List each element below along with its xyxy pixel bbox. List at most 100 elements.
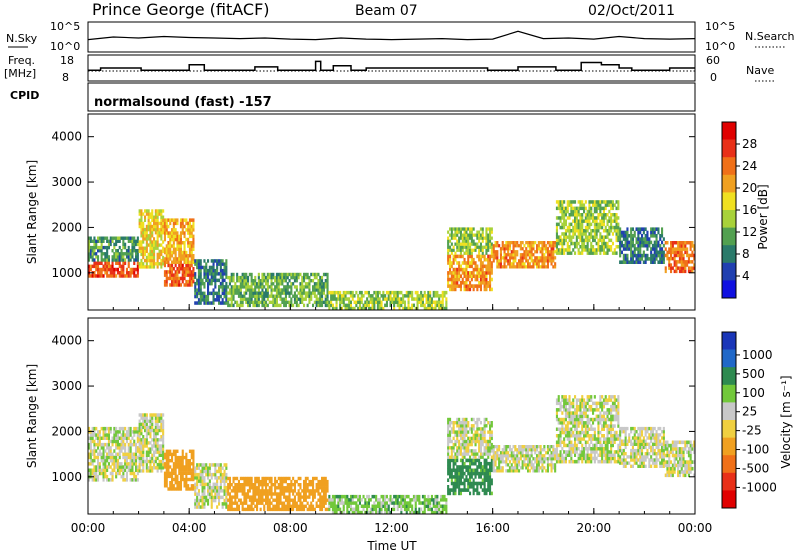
power-cell (478, 271, 480, 275)
power-cell (372, 304, 374, 308)
power-cell (588, 232, 590, 236)
power-cell (157, 228, 159, 231)
power-cell (198, 266, 200, 270)
power-cell (99, 237, 101, 240)
power-cell (579, 235, 581, 239)
velocity-cell (484, 485, 486, 489)
power-cell (458, 268, 460, 272)
power-cell (594, 239, 596, 243)
power-cell (686, 251, 688, 255)
power-cell (280, 282, 282, 285)
power-cell (471, 278, 473, 282)
power-cell (473, 227, 475, 230)
velocity-cell (456, 469, 458, 473)
velocity-cell (216, 489, 218, 493)
velocity-cell (373, 501, 375, 505)
power-cell (447, 243, 449, 246)
power-cell (467, 274, 469, 278)
power-cell (502, 244, 504, 247)
velocity-cell (305, 495, 307, 498)
velocity-cell (445, 501, 447, 505)
power-cell (422, 304, 424, 308)
velocity-cell (251, 486, 253, 489)
power-cell (202, 266, 204, 270)
velocity-cell (287, 502, 289, 505)
velocity-cell (202, 492, 204, 496)
velocity-cell (155, 435, 157, 438)
velocity-cell (97, 456, 99, 460)
velocity-cell (162, 420, 164, 423)
power-cell (612, 226, 614, 230)
velocity-cell (207, 486, 209, 490)
velocity-cell (469, 485, 471, 489)
power-cell (192, 225, 194, 229)
power-cell (449, 278, 451, 282)
power-cell (592, 216, 594, 220)
velocity-cell (164, 478, 166, 481)
power-cell (202, 279, 204, 283)
power-cell (289, 285, 291, 288)
power-cell (594, 219, 596, 223)
power-cell (552, 259, 554, 262)
power-cell (462, 249, 464, 252)
velocity-cell (169, 450, 171, 453)
power-cell (460, 231, 462, 234)
velocity-cell (359, 498, 361, 502)
power-cell (585, 232, 587, 236)
power-cell (599, 203, 601, 207)
power-cell (139, 262, 141, 265)
velocity-cell (252, 508, 254, 511)
power-cell (487, 255, 489, 259)
power-cell (650, 251, 652, 255)
power-cell (325, 301, 327, 304)
velocity-cell (363, 505, 365, 509)
velocity-cell (267, 499, 269, 502)
velocity-cell (294, 489, 296, 492)
power-cell (652, 254, 654, 258)
power-cell (119, 255, 121, 258)
power-cell (531, 253, 533, 256)
power-cell (597, 239, 599, 243)
velocity-cell (155, 426, 157, 429)
velocity-cell (135, 443, 137, 447)
power-cell (654, 241, 656, 245)
power-cell (588, 213, 590, 217)
power-cell (616, 235, 618, 239)
power-cell (572, 229, 574, 233)
velocity-cell (176, 456, 178, 459)
velocity-cell (339, 501, 341, 505)
power-cell (106, 258, 108, 261)
velocity-cell (144, 441, 146, 444)
velocity-cell (103, 446, 105, 450)
power-cell (607, 223, 609, 227)
power-cell (317, 298, 319, 301)
velocity-cell (303, 486, 305, 489)
power-cell (612, 219, 614, 223)
power-cell (377, 297, 379, 301)
power-cell (509, 265, 511, 268)
power-cell (144, 237, 146, 240)
power-cell (142, 247, 144, 250)
velocity-cell (339, 498, 341, 502)
velocity-cell (280, 492, 282, 495)
power-cell (616, 232, 618, 236)
power-cell (581, 216, 583, 220)
velocity-cell (489, 478, 491, 482)
power-cell (587, 242, 589, 246)
power-cell (153, 259, 155, 262)
velocity-cell (142, 423, 144, 426)
velocity-cell (238, 499, 240, 502)
power-cell (587, 219, 589, 223)
velocity-cell (287, 486, 289, 489)
velocity-cell (192, 456, 194, 459)
power-cell (576, 226, 578, 230)
power-cell (636, 257, 638, 261)
power-cell (596, 232, 598, 236)
velocity-cell (242, 483, 244, 486)
velocity-cell (224, 486, 226, 490)
power-cell (397, 291, 399, 295)
velocity-cell (157, 469, 159, 472)
power-cell (654, 260, 656, 264)
power-cell (164, 283, 166, 287)
power-cell (663, 260, 665, 264)
